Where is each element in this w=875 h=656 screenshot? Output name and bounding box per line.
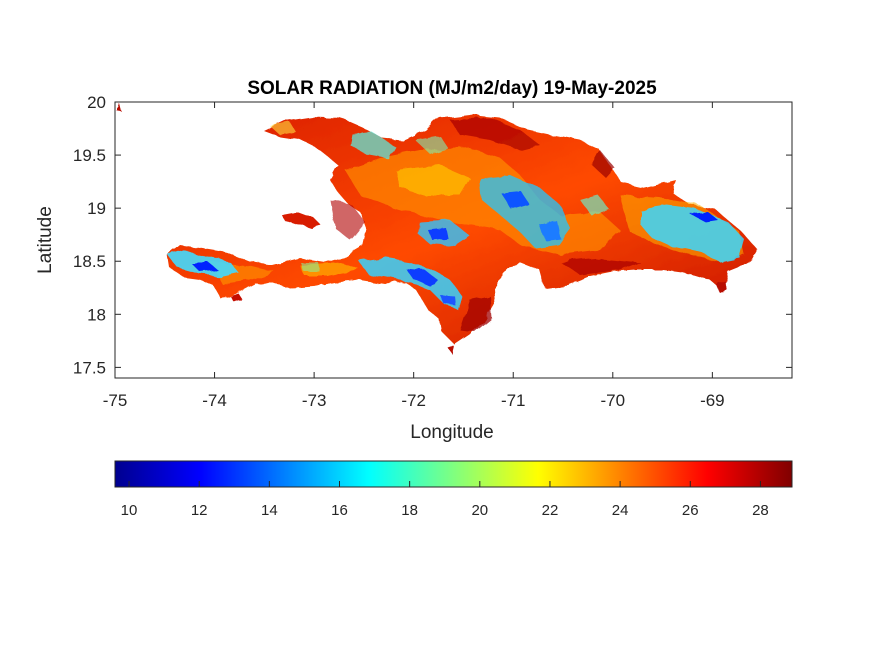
colorbar-tick-label: 14: [261, 502, 278, 519]
colorbar-tick-label: 16: [331, 502, 348, 519]
colorbar-tick-label: 26: [682, 502, 699, 519]
y-tick-label: 18.5: [73, 252, 106, 271]
x-axis-label: Longitude: [410, 422, 493, 443]
map-title: SOLAR RADIATION (MJ/m2/day) 19-May-2025: [247, 78, 657, 99]
colorbar-tick-label: 10: [121, 502, 138, 519]
colorbar-tick-label: 28: [752, 502, 769, 519]
y-tick-label: 18: [87, 305, 106, 324]
x-tick-label: -75: [103, 391, 128, 410]
y-axis-label: Latitude: [35, 206, 56, 274]
colorbar-tick-label: 12: [191, 502, 208, 519]
x-tick-label: -70: [601, 391, 626, 410]
colorbar-tick-label: 24: [612, 502, 629, 519]
y-tick-label: 19: [87, 199, 106, 218]
x-tick-label: -72: [401, 391, 426, 410]
colorbar-tick-label: 18: [401, 502, 418, 519]
x-tick-label: -71: [501, 391, 526, 410]
x-tick-label: -69: [700, 391, 725, 410]
y-tick-label: 17.5: [73, 358, 106, 377]
x-tick-label: -73: [302, 391, 327, 410]
y-tick-label: 20: [87, 93, 106, 112]
colorbar-tick-label: 20: [471, 502, 488, 519]
x-tick-label: -74: [202, 391, 227, 410]
colorbar-tick-label: 22: [542, 502, 559, 519]
y-tick-label: 19.5: [73, 146, 106, 165]
